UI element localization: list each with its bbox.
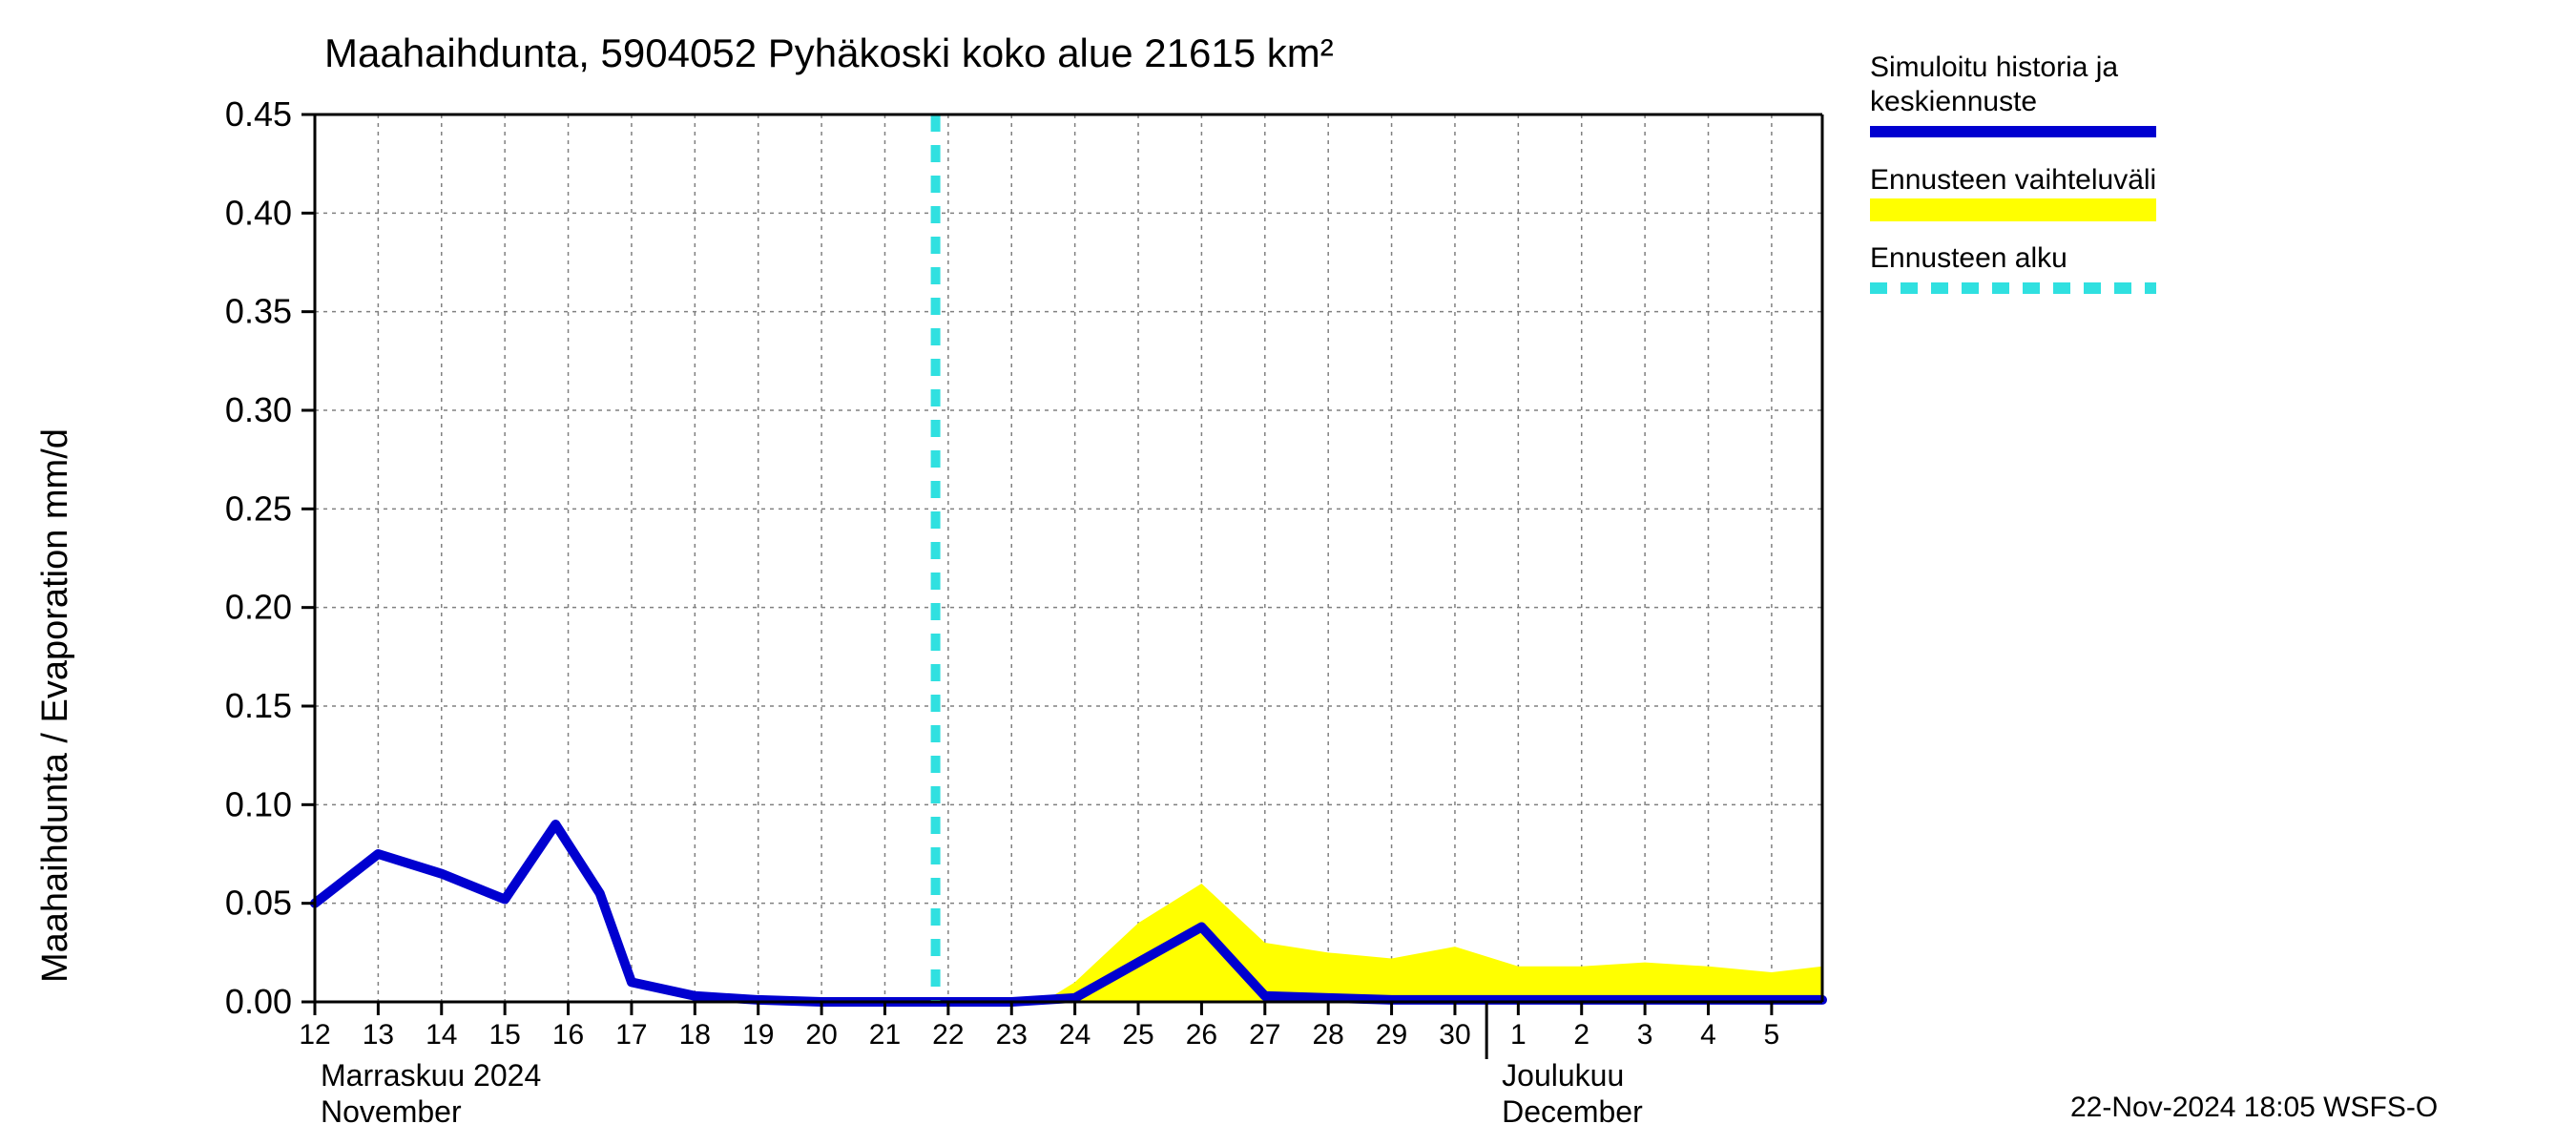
legend-label: keskiennuste [1870, 86, 2037, 117]
legend-label: Ennusteen alku [1870, 242, 2067, 274]
x-tick-label: 2 [1573, 1019, 1589, 1051]
x-tick-label: 23 [996, 1019, 1028, 1051]
x-tick-label: 26 [1186, 1019, 1217, 1051]
x-tick-label: 12 [299, 1019, 330, 1051]
x-tick-label: 22 [932, 1019, 964, 1051]
y-tick-label: 0.15 [225, 686, 292, 725]
x-tick-label: 4 [1700, 1019, 1716, 1051]
chart-title: Maahaihdunta, 5904052 Pyhäkoski koko alu… [324, 31, 1334, 75]
month2-line2: December [1502, 1094, 1643, 1129]
y-tick-label: 0.35 [225, 292, 292, 331]
x-tick-label: 20 [805, 1019, 837, 1051]
y-tick-label: 0.40 [225, 193, 292, 232]
x-tick-label: 27 [1249, 1019, 1280, 1051]
y-tick-label: 0.45 [225, 94, 292, 134]
y-axis-label: Maahaihdunta / Evaporation mm/d [35, 428, 75, 983]
x-tick-label: 14 [426, 1019, 457, 1051]
month1-line1: Marraskuu 2024 [321, 1058, 541, 1093]
x-tick-label: 17 [615, 1019, 647, 1051]
chart-svg: 0.00 0.05 0.10 0.15 0.20 0.25 0.30 0.35 0.40 0.45… [0, 0, 2576, 1145]
y-tick-label: 0.25 [225, 489, 292, 528]
x-tick-label: 25 [1122, 1019, 1153, 1051]
x-tick-label: 1 [1510, 1019, 1527, 1051]
legend-label: Ennusteen vaihteluväli [1870, 164, 2156, 196]
x-tick-label: 5 [1764, 1019, 1780, 1051]
x-tick-label: 19 [742, 1019, 774, 1051]
x-tick-label: 16 [552, 1019, 584, 1051]
x-tick-label: 18 [679, 1019, 711, 1051]
x-tick-label: 21 [869, 1019, 901, 1051]
y-tick-label: 0.20 [225, 588, 292, 627]
y-tick-label: 0.10 [225, 784, 292, 823]
x-tick-label: 24 [1059, 1019, 1091, 1051]
x-tick-label: 30 [1439, 1019, 1470, 1051]
x-tick-label: 15 [488, 1019, 520, 1051]
x-tick-label: 13 [363, 1019, 394, 1051]
legend-label: Simuloitu historia ja [1870, 52, 2118, 83]
x-tick-label: 28 [1312, 1019, 1343, 1051]
x-tick-label: 3 [1637, 1019, 1653, 1051]
month2-line1: Joulukuu [1502, 1058, 1624, 1093]
chart-container: 0.00 0.05 0.10 0.15 0.20 0.25 0.30 0.35 0.40 0.45… [0, 0, 2576, 1145]
y-tick-label: 0.30 [225, 390, 292, 429]
y-tick-label: 0.00 [225, 982, 292, 1021]
x-tick-label: 29 [1376, 1019, 1407, 1051]
y-tick-label: 0.05 [225, 884, 292, 923]
footer-timestamp: 22-Nov-2024 18:05 WSFS-O [2070, 1092, 2438, 1123]
month1-line2: November [321, 1094, 462, 1129]
